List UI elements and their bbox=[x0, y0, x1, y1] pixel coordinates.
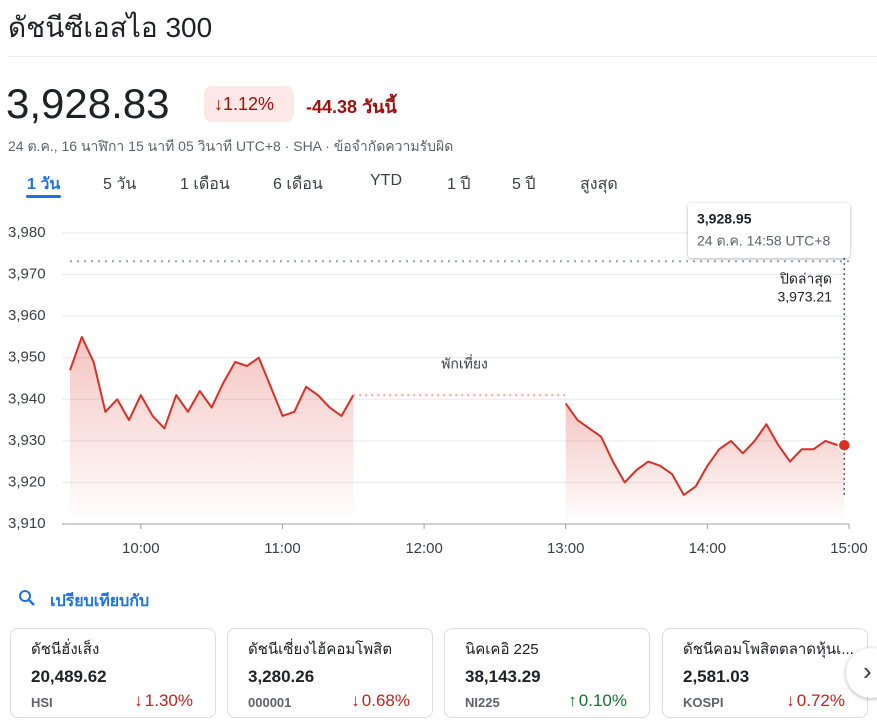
card-change-value: 1.30% bbox=[144, 691, 193, 710]
y-tick-label: 3,920 bbox=[8, 473, 46, 490]
change: -44.38 วันนี้ bbox=[306, 97, 397, 117]
area bbox=[70, 336, 354, 524]
compare-card[interactable]: ดัชนีเซี่ยงไฮ้คอมโพสิต 3,280.26 000001 ↓ 0.6… bbox=[227, 628, 433, 718]
card-name: นิคเคอิ 225 bbox=[465, 641, 539, 658]
y-tick-label: 3,960 bbox=[8, 307, 46, 324]
price: 3,928.83 bbox=[6, 80, 170, 127]
card-price: 2,581.03 bbox=[683, 667, 750, 686]
y-tick-label: 3,910 bbox=[8, 515, 46, 532]
card-symbol: KOSPI bbox=[683, 695, 724, 710]
tab[interactable]: 1 วัน bbox=[27, 176, 61, 193]
down-arrow: ↓ bbox=[214, 94, 223, 114]
tab[interactable]: 5 วัน bbox=[103, 176, 137, 193]
previous-close-label: ปิดล่าสุด bbox=[779, 271, 832, 288]
tab[interactable]: YTD bbox=[370, 172, 402, 189]
compare-title[interactable]: เปรียบเทียบกับ bbox=[50, 593, 150, 610]
line bbox=[564, 402, 845, 496]
card-price: 38,143.29 bbox=[465, 667, 541, 686]
card-symbol: 000001 bbox=[248, 695, 292, 710]
y-tick-label: 3,950 bbox=[8, 349, 46, 366]
compare-card[interactable]: ดัชนีคอมโพสิตตลาดหุ้นเ... 2,581.03 KOSPI ↓ 0… bbox=[662, 628, 868, 718]
card-change-value: 0.72% bbox=[796, 691, 845, 710]
compare-card[interactable]: ดัชนีฮั่งเส็ง 20,489.62 HSI ↓ 1.30% bbox=[10, 628, 216, 718]
disclaimer-link[interactable]: ข้อจำกัดความรับผิด bbox=[333, 138, 454, 154]
x-tick-label: 11:00 bbox=[264, 540, 300, 557]
search-icon bbox=[19, 590, 35, 606]
x-tick-label: 12:00 bbox=[405, 540, 443, 557]
last-point bbox=[837, 438, 852, 452]
card-symbol: NI225 bbox=[465, 695, 500, 710]
down-arrow: ↓ bbox=[134, 691, 143, 710]
previous-close-value: 3,973.21 bbox=[778, 289, 833, 305]
tab[interactable]: 1 ปี bbox=[447, 176, 471, 193]
card-change-value: 0.10% bbox=[578, 691, 627, 710]
timestamp: 24 ต.ค., 16 นาฬิกา 15 นาที 05 วินาที UTC… bbox=[8, 136, 453, 158]
card-name: ดัชนีเซี่ยงไฮ้คอมโพสิต bbox=[248, 641, 393, 658]
card-change: ↓ 1.30% bbox=[134, 691, 193, 711]
y-tick-label: 3,930 bbox=[8, 432, 46, 449]
change-percent: 1.12% bbox=[223, 94, 275, 114]
compare-card[interactable]: นิคเคอิ 225 38,143.29 NI225 ↑ 0.10% bbox=[444, 628, 650, 718]
up-arrow: ↑ bbox=[568, 691, 577, 710]
card-price: 20,489.62 bbox=[31, 667, 107, 686]
tooltip-box bbox=[688, 203, 850, 258]
change-badge: ↓1.12% bbox=[204, 86, 294, 122]
card-name: ดัชนีคอมโพสิตตลาดหุ้นเ... bbox=[683, 641, 854, 658]
tab[interactable]: 1 เดือน bbox=[180, 176, 230, 193]
x-tick-label: 10:00 bbox=[122, 540, 160, 557]
chart: 3,910 3,920 3,930 3,940 3,950 3,960 3,970 3,980… bbox=[8, 203, 868, 557]
y-tick-label: 3,940 bbox=[8, 390, 46, 407]
x-tick-label: 13:00 bbox=[547, 540, 585, 557]
area bbox=[565, 403, 845, 524]
card-symbol: HSI bbox=[31, 695, 53, 710]
y-tick-label: 3,980 bbox=[8, 224, 46, 241]
card-change-value: 0.68% bbox=[361, 691, 410, 710]
card-change: ↑ 0.10% bbox=[568, 691, 627, 711]
tooltip-time: 24 ต.ค. 14:58 UTC+8 bbox=[697, 233, 830, 249]
tooltip-value: 3,928.95 bbox=[697, 211, 752, 227]
break-label: พักเที่ยง bbox=[441, 355, 488, 372]
tab[interactable]: 5 ปี bbox=[512, 176, 536, 193]
line bbox=[69, 335, 355, 430]
down-arrow: ↓ bbox=[786, 691, 795, 710]
x-tick-label: 14:00 bbox=[689, 540, 727, 557]
card-change: ↓ 0.68% bbox=[351, 691, 410, 711]
down-arrow: ↓ bbox=[351, 691, 360, 710]
tab[interactable]: 6 เดือน bbox=[273, 176, 323, 193]
card-price: 3,280.26 bbox=[248, 667, 315, 686]
tab-underline bbox=[26, 195, 61, 198]
card-name: ดัชนีฮั่งเส็ง bbox=[31, 641, 100, 658]
page-title: ดัชนีซีเอสไอ 300 bbox=[8, 12, 213, 43]
x-tick-label: 15:00 bbox=[830, 540, 868, 557]
timestamp-text: 24 ต.ค., 16 นาฬิกา 15 นาที 05 วินาที UTC… bbox=[8, 138, 334, 154]
tab[interactable]: สูงสุด bbox=[580, 176, 618, 193]
card-change: ↓ 0.72% bbox=[786, 691, 845, 711]
y-tick-label: 3,970 bbox=[8, 266, 46, 283]
divider bbox=[8, 56, 877, 57]
